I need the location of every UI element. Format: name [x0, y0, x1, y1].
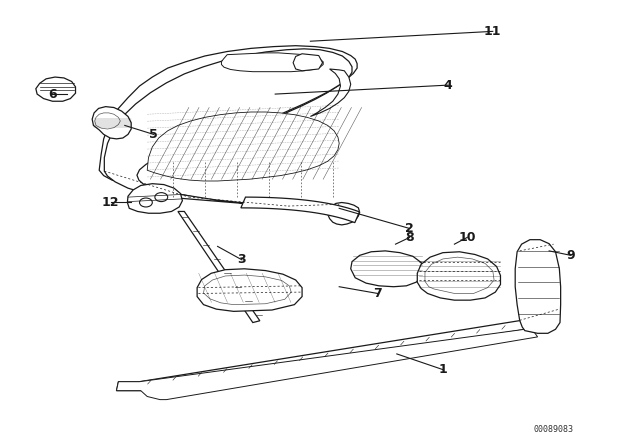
Polygon shape [425, 257, 494, 293]
Polygon shape [178, 211, 260, 323]
Polygon shape [197, 269, 302, 311]
Text: 3: 3 [237, 253, 246, 267]
Text: 9: 9 [566, 249, 575, 262]
Polygon shape [221, 53, 323, 72]
Text: 2: 2 [405, 222, 414, 235]
Polygon shape [417, 252, 500, 300]
Polygon shape [328, 202, 360, 225]
Text: 4: 4 [444, 78, 452, 92]
Text: 7: 7 [373, 287, 382, 300]
Polygon shape [116, 329, 538, 400]
Text: 8: 8 [405, 231, 414, 244]
Polygon shape [36, 77, 76, 101]
Polygon shape [241, 197, 360, 223]
Text: 6: 6 [48, 87, 57, 101]
Text: 5: 5 [149, 128, 158, 141]
Polygon shape [515, 240, 561, 333]
Polygon shape [127, 184, 182, 213]
Polygon shape [310, 69, 351, 116]
Polygon shape [116, 320, 534, 391]
Text: 10: 10 [458, 231, 476, 244]
Text: 11: 11 [484, 25, 502, 38]
Polygon shape [204, 275, 291, 305]
Polygon shape [351, 251, 424, 287]
Polygon shape [95, 113, 120, 129]
Text: 12: 12 [102, 196, 120, 209]
Polygon shape [293, 54, 323, 71]
Polygon shape [147, 112, 339, 181]
Polygon shape [92, 107, 131, 139]
Polygon shape [99, 46, 357, 199]
Text: 00089083: 00089083 [534, 425, 573, 434]
Polygon shape [104, 49, 352, 207]
Text: 1: 1 [438, 363, 447, 376]
